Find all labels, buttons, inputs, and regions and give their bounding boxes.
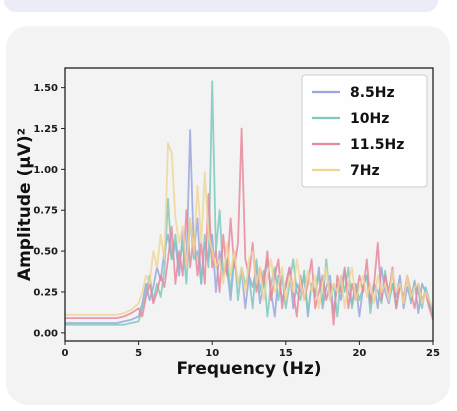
ticks-layer: 0 5 10 15 20 25 0.00 0.25 0.50 0.75 1.00 1.25 1.50 (33, 83, 440, 359)
y-tick-label: 0.75 (33, 206, 58, 217)
series-line-1 (65, 80, 434, 326)
x-tick-label: 0 (62, 348, 69, 359)
y-axis-label: Amplitude (µV)² (15, 128, 35, 281)
x-tick-label: 25 (426, 348, 440, 359)
plot-frame (64, 67, 434, 342)
series-line-2 (65, 127, 434, 326)
y-tick-label: 1.50 (33, 83, 58, 94)
legend: 8.5Hz 10Hz 11.5Hz 7Hz (301, 74, 428, 188)
legend-label: 11.5Hz (350, 137, 404, 153)
series-line-3 (65, 142, 434, 316)
y-tick-label: 0.25 (33, 287, 58, 298)
legend-label: 8.5Hz (350, 85, 395, 101)
series-layer (65, 80, 434, 326)
y-tick-label: 1.25 (33, 124, 58, 135)
x-tick-label: 15 (279, 348, 293, 359)
x-tick-label: 10 (205, 348, 219, 359)
legend-label: 10Hz (350, 111, 389, 127)
x-axis-label: Frequency (Hz) (176, 359, 321, 379)
y-tick-label: 0.50 (33, 247, 58, 258)
y-tick-label: 1.00 (33, 165, 58, 176)
top-bar (4, 0, 438, 12)
y-tick-label: 0.00 (33, 328, 58, 339)
x-tick-label: 5 (135, 348, 142, 359)
legend-box (301, 74, 428, 188)
x-tick-label: 20 (352, 348, 366, 359)
legend-label: 7Hz (350, 163, 380, 179)
